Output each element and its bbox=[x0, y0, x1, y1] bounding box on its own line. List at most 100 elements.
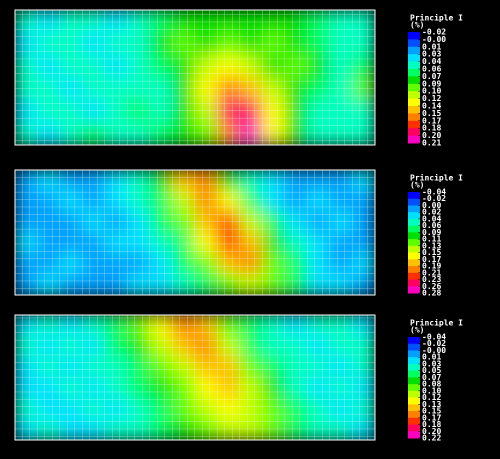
colorbar-label: 0.15 bbox=[422, 407, 441, 416]
colorbar-label: 0.20 bbox=[422, 427, 441, 436]
colorbar-segment bbox=[408, 390, 420, 399]
colorbar-label: 0.07 bbox=[422, 72, 441, 81]
colorbar-label: 0.12 bbox=[422, 94, 441, 103]
colorbar-label: -0.02 bbox=[422, 194, 446, 203]
colorbar-label: 0.09 bbox=[422, 79, 441, 88]
colorbar-segment bbox=[408, 363, 420, 372]
colorbar-segment bbox=[408, 106, 420, 114]
colorbar-label: 0.04 bbox=[422, 214, 441, 223]
colorbar-segment bbox=[408, 337, 420, 345]
colorbar-segment bbox=[408, 259, 420, 267]
colorbar-label: -0.04 bbox=[422, 333, 446, 342]
colorbar-segment bbox=[408, 225, 420, 233]
colorbar-segment bbox=[408, 384, 420, 392]
colorbar-label: 0.18 bbox=[422, 420, 441, 429]
colorbar-segment bbox=[408, 83, 420, 92]
colorbar-segment bbox=[408, 404, 420, 412]
colorbar-label: 0.15 bbox=[422, 109, 441, 118]
colorbar-segment bbox=[408, 61, 420, 70]
colorbar-segment bbox=[408, 54, 420, 63]
mesh bbox=[15, 170, 375, 295]
colorbar-label: 0.02 bbox=[422, 208, 441, 217]
frame bbox=[14, 169, 376, 296]
colorbar-label: 0.13 bbox=[422, 241, 441, 250]
frame bbox=[14, 9, 376, 146]
colorbar-label: 0.09 bbox=[422, 228, 441, 237]
colorbar-segment bbox=[408, 357, 420, 365]
colorbar-segment bbox=[408, 120, 420, 129]
colorbar-segment bbox=[408, 212, 420, 220]
colorbar-segment bbox=[408, 424, 420, 432]
colorbar-segment bbox=[408, 343, 420, 351]
colorbar-segment bbox=[408, 98, 420, 107]
colorbar-label: 0.07 bbox=[422, 373, 441, 382]
colorbar-label: 0.00 bbox=[422, 201, 441, 210]
legend-unit: (%) bbox=[410, 326, 424, 335]
colorbar-label: 0.22 bbox=[422, 434, 441, 443]
colorbar-label: 0.28 bbox=[422, 289, 441, 298]
colorbar-segment bbox=[408, 252, 420, 260]
colorbar-segment bbox=[408, 377, 420, 385]
colorbar-label: 0.03 bbox=[422, 359, 441, 368]
colorbar-label: 0.15 bbox=[422, 248, 441, 257]
colorbar-segment bbox=[408, 113, 420, 122]
colorbar-label: -0.04 bbox=[422, 188, 446, 197]
colorbar-segment bbox=[408, 32, 420, 40]
colorbar-segment bbox=[408, 91, 420, 100]
colorbar-segment bbox=[408, 417, 420, 426]
colorbar-segment bbox=[408, 69, 420, 77]
colorbar-label: 0.10 bbox=[422, 87, 441, 96]
colorbar-label: 0.10 bbox=[422, 386, 441, 395]
colorbar-segment bbox=[408, 245, 420, 254]
colorbar-segment bbox=[408, 350, 420, 358]
colorbar-label: -0.02 bbox=[422, 28, 446, 37]
legend-title: Principle I bbox=[410, 13, 463, 23]
legend-title: Principle I bbox=[410, 173, 463, 183]
colorbar-label: 0.17 bbox=[422, 413, 441, 422]
legend-title: Principle I bbox=[410, 318, 463, 328]
colorbar-label: 0.17 bbox=[422, 116, 441, 125]
colorbar-segment bbox=[408, 39, 420, 48]
colorbar-segment bbox=[408, 397, 420, 405]
colorbar-segment bbox=[408, 286, 420, 294]
colorbar-segment bbox=[408, 192, 420, 200]
colorbar-segment bbox=[408, 431, 420, 439]
colorbar-label: 0.12 bbox=[422, 393, 441, 402]
colorbar-label: 0.21 bbox=[422, 268, 441, 277]
colorbar-segment bbox=[408, 272, 420, 281]
colorbar-segment bbox=[408, 46, 420, 55]
colorbar-label: -0.02 bbox=[422, 339, 446, 348]
colorbar-segment bbox=[408, 279, 420, 287]
colorbar-segment bbox=[408, 266, 420, 274]
mesh bbox=[15, 315, 375, 440]
colorbar-label: 0.11 bbox=[422, 235, 441, 244]
colorbar-label: 0.23 bbox=[422, 275, 441, 284]
colorbar-label: 0.06 bbox=[422, 221, 441, 230]
colorbar-segment bbox=[408, 128, 420, 137]
colorbar-label: 0.01 bbox=[422, 42, 441, 51]
colorbar-label: 0.13 bbox=[422, 400, 441, 409]
colorbar-label: -0.00 bbox=[422, 35, 446, 44]
colorbar-label: -0.00 bbox=[422, 346, 446, 355]
legend-unit: (%) bbox=[410, 21, 424, 30]
colorbar-segment bbox=[408, 239, 420, 247]
colorbar-label: 0.06 bbox=[422, 65, 441, 74]
frame bbox=[14, 314, 376, 441]
colorbar-label: 0.14 bbox=[422, 102, 441, 111]
colorbar-label: 0.01 bbox=[422, 353, 441, 362]
colorbar-label: 0.19 bbox=[422, 262, 441, 271]
colorbar-label: 0.21 bbox=[422, 139, 441, 148]
colorbar-label: 0.18 bbox=[422, 124, 441, 133]
colorbar-segment bbox=[408, 411, 420, 419]
colorbar-segment bbox=[408, 205, 420, 213]
colorbar-segment bbox=[408, 218, 420, 227]
colorbar-label: 0.04 bbox=[422, 57, 441, 66]
mesh bbox=[15, 10, 375, 145]
colorbar-segment bbox=[408, 370, 420, 378]
colorbar-label: 0.17 bbox=[422, 255, 441, 264]
colorbar-segment bbox=[408, 135, 420, 144]
colorbar-label: 0.20 bbox=[422, 131, 441, 140]
colorbar-label: 0.03 bbox=[422, 50, 441, 59]
